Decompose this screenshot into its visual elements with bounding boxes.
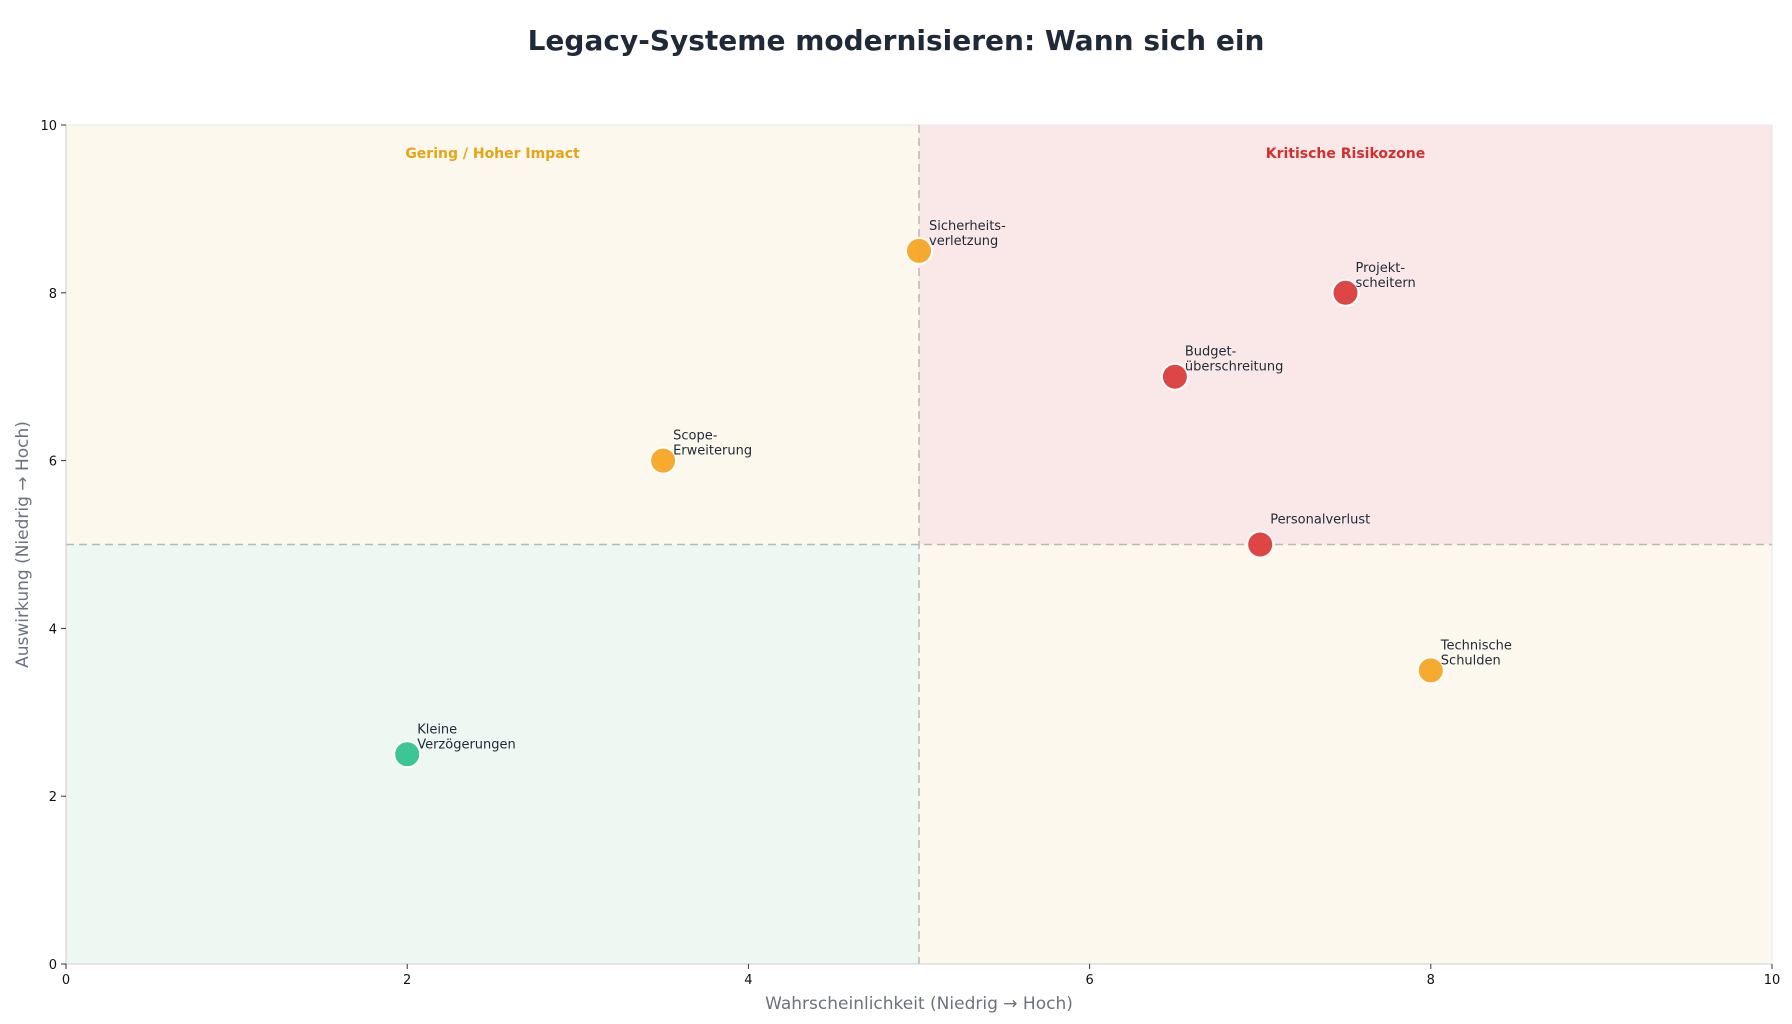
quadrant-backgrounds: [66, 125, 1772, 964]
data-point: [1246, 530, 1275, 559]
data-point: [649, 446, 678, 475]
axes: 0 2 4 6 8 10 0 2 4 6 8 10 Wahrscheinlichkeit (Niedri…: [13, 119, 1780, 1014]
threshold-lines: [66, 125, 1772, 964]
x-tick-label: 6: [1085, 973, 1093, 988]
y-tick-label: 2: [49, 790, 57, 805]
data-point-label-line: Budget-: [1185, 345, 1237, 360]
data-point-label: Budget-überschreitung: [1185, 345, 1284, 375]
x-tick-label: 2: [403, 973, 411, 988]
quadrant-labels: Gering / Hoher Impact Kritische Risikozon…: [405, 146, 1425, 162]
y-tick-label: 8: [49, 287, 57, 302]
data-point-label-line: scheitern: [1356, 276, 1416, 291]
data-point-label: Projekt-scheitern: [1356, 261, 1416, 291]
chart-title: Legacy-Systeme modernisieren: Wann sich …: [527, 24, 1265, 57]
data-point: [1416, 656, 1445, 685]
data-point-label: Sicherheits-verletzung: [929, 219, 1006, 249]
data-point-label-line: Technische: [1440, 638, 1512, 653]
data-point: [1331, 278, 1360, 307]
y-axis-label: Auswirkung (Niedrig → Hoch): [13, 421, 33, 668]
x-axis-label: Wahrscheinlichkeit (Niedrig → Hoch): [765, 994, 1073, 1014]
x-tick-label: 4: [744, 973, 752, 988]
quadrant-label-low-high: Gering / Hoher Impact: [405, 146, 580, 162]
data-point-label-line: Projekt-: [1356, 261, 1406, 276]
quadrant-high-low: [919, 544, 1772, 964]
y-tick-label: 4: [49, 622, 57, 637]
data-point-label-line: verletzung: [929, 234, 998, 249]
data-points: [393, 236, 1445, 769]
data-point-label-line: Verzögerungen: [417, 737, 516, 752]
data-point-label-line: Schulden: [1441, 653, 1501, 668]
data-point-label: Scope-Erweiterung: [673, 429, 752, 459]
data-point-label-line: Scope-: [673, 429, 718, 444]
y-tick-label: 10: [40, 119, 57, 134]
data-point-label-line: Personalverlust: [1270, 513, 1370, 528]
data-point-label-line: Sicherheits-: [929, 219, 1006, 234]
data-point-label-line: Kleine: [417, 722, 457, 737]
quadrant-low-low: [66, 544, 919, 964]
data-point: [905, 236, 933, 265]
x-tick-label: 0: [62, 973, 70, 988]
quadrant-high-high: [919, 125, 1772, 545]
x-tick-label: 10: [1764, 973, 1781, 988]
x-tick-label: 8: [1427, 973, 1435, 988]
y-tick-label: 6: [49, 455, 57, 470]
y-tick-label: 0: [49, 958, 57, 973]
data-point-label-line: Erweiterung: [673, 444, 752, 459]
data-point-labels: Sicherheits-verletzung Projekt-scheitern B…: [417, 219, 1512, 752]
quadrant-low-high: [66, 125, 919, 545]
data-point-label: Personalverlust: [1270, 513, 1370, 528]
data-point-label: Technische Schulden: [1440, 638, 1512, 668]
data-point: [393, 740, 422, 769]
quadrant-label-high-high: Kritische Risikozone: [1266, 146, 1426, 162]
data-point-label: Kleine Verzögerungen: [417, 722, 516, 752]
data-point: [1160, 362, 1189, 391]
data-point-label-line: überschreitung: [1185, 360, 1284, 375]
